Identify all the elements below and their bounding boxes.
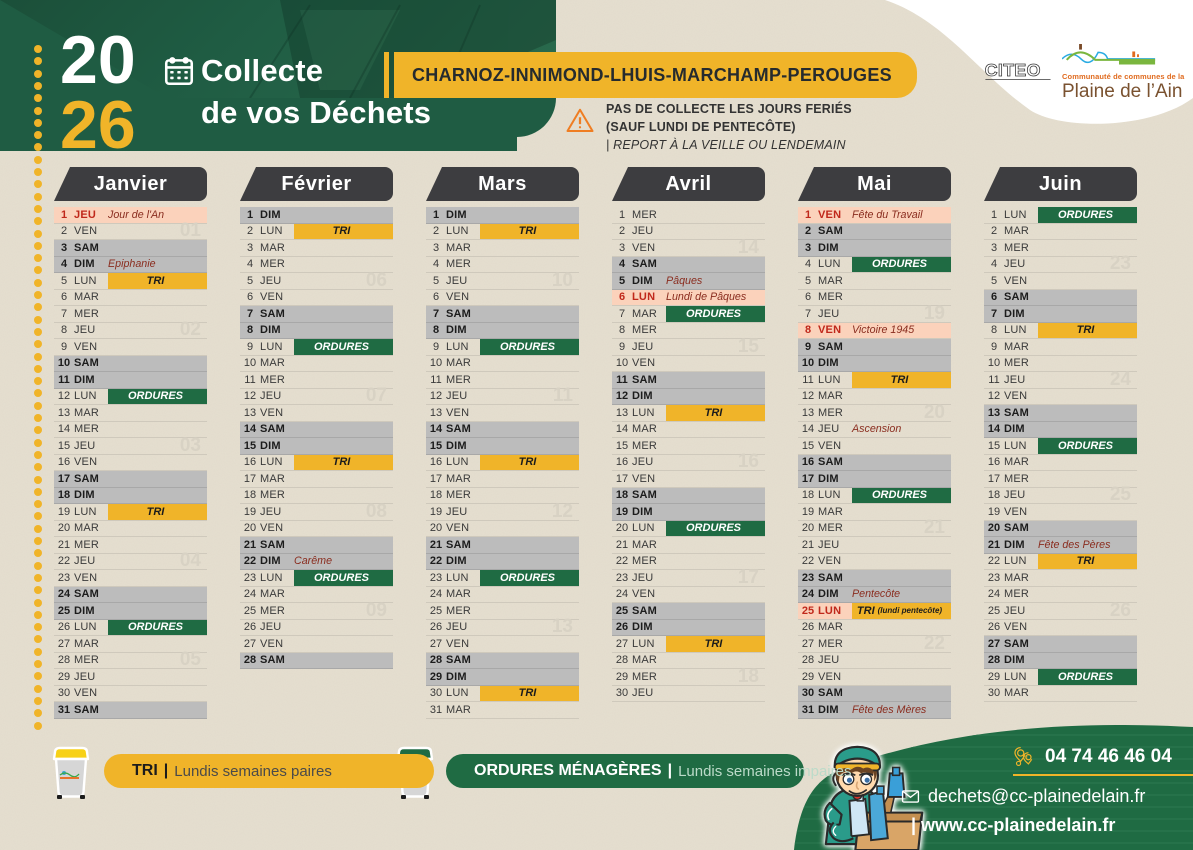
svg-text:CITEO: CITEO bbox=[985, 60, 1041, 80]
